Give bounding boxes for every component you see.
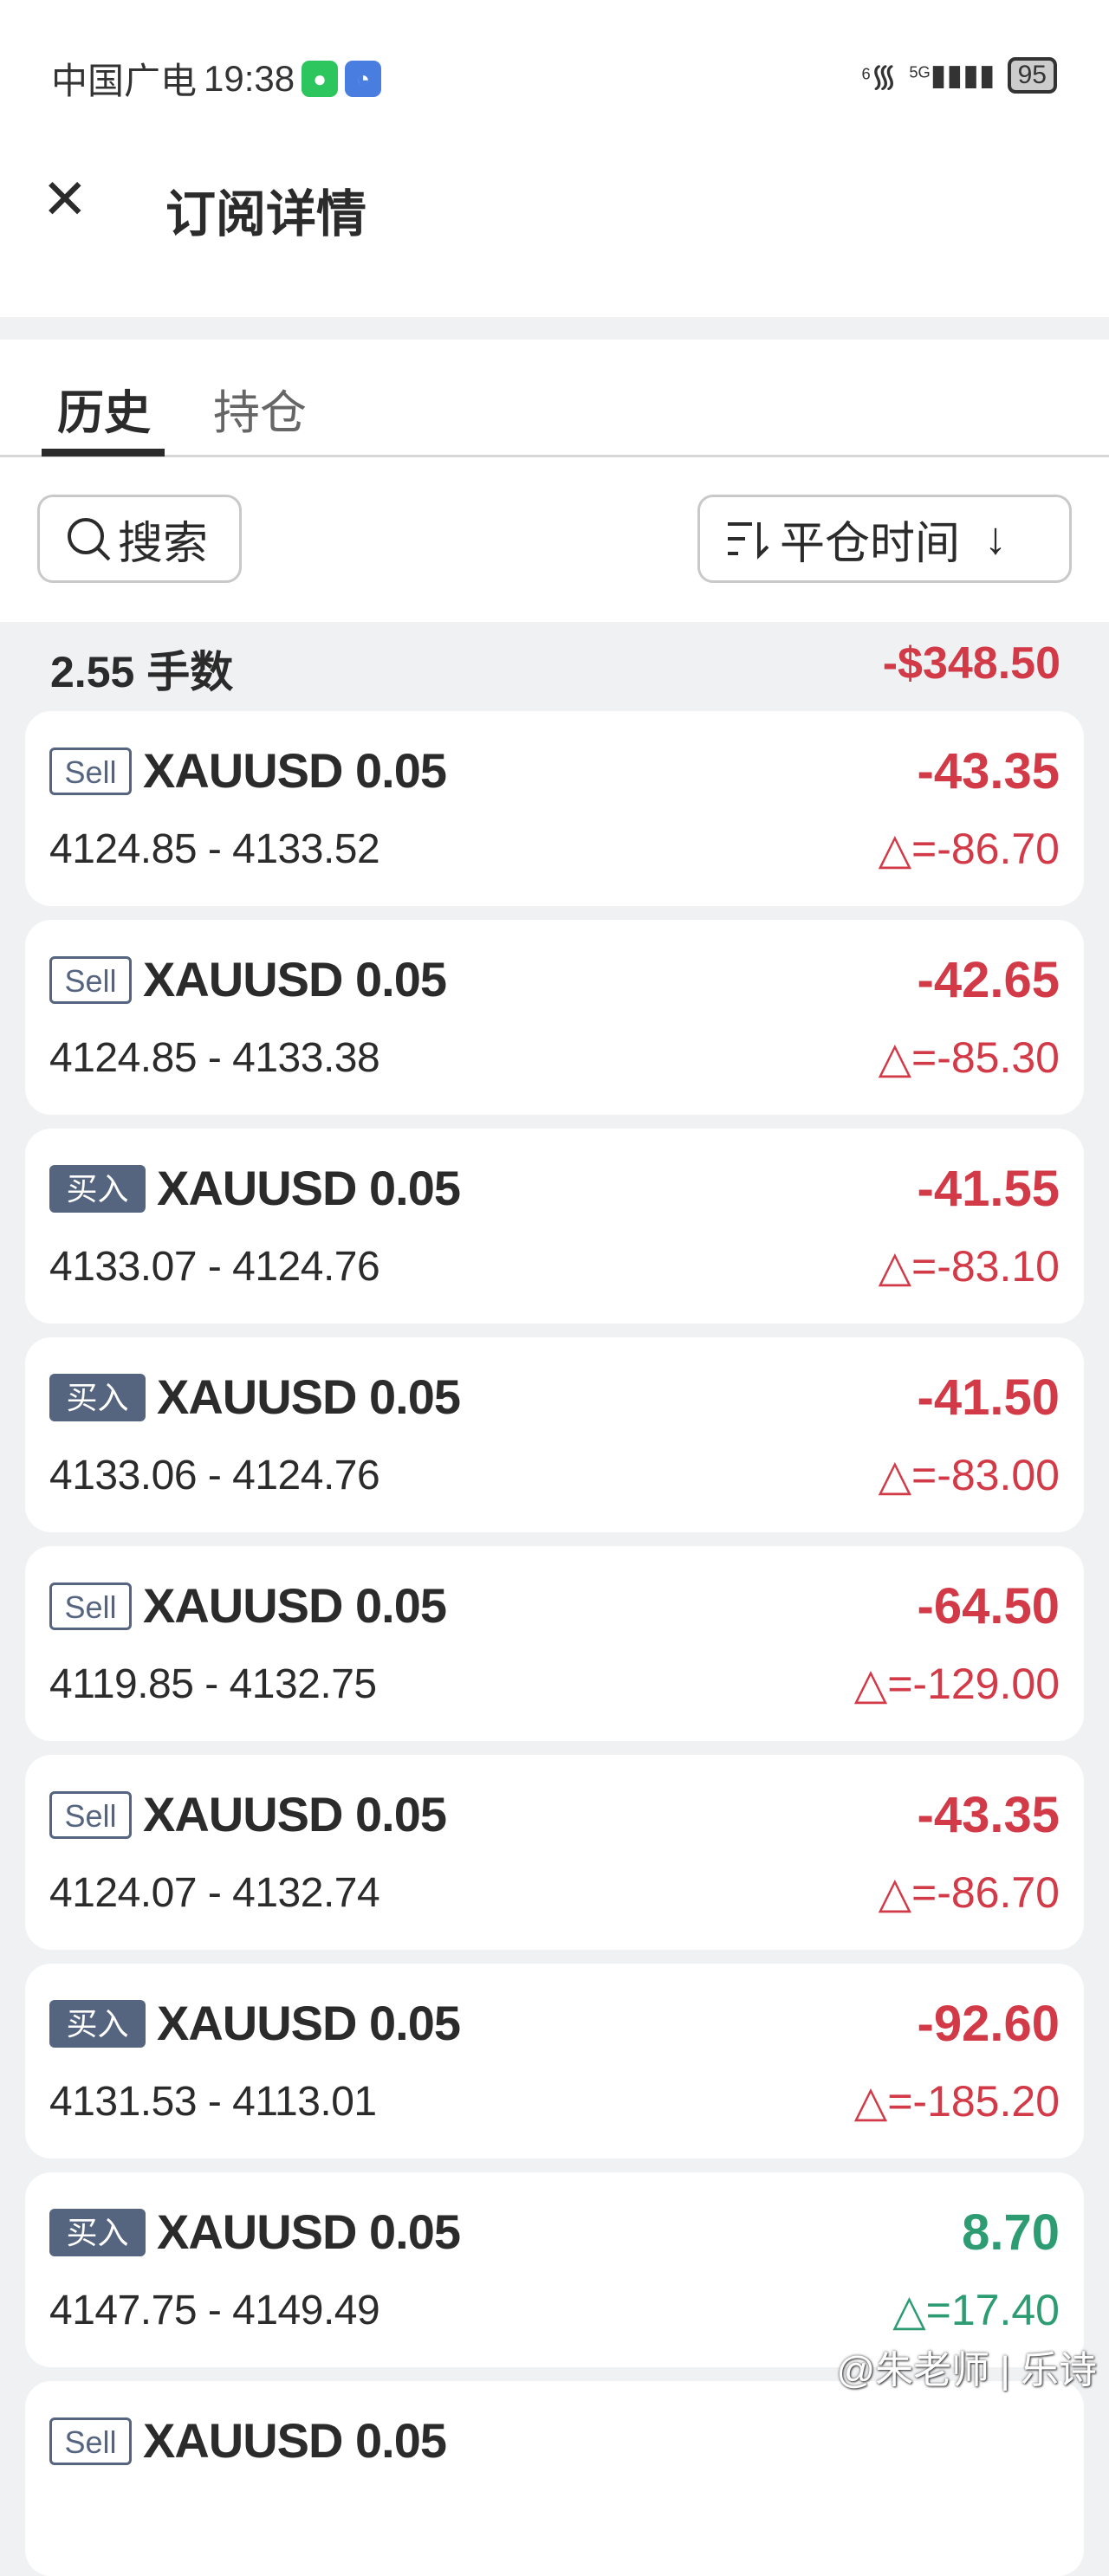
search-button[interactable]: 搜索 bbox=[37, 495, 242, 583]
wechat-icon: ● bbox=[302, 60, 339, 97]
symbol-lots: XAUUSD 0.05 bbox=[157, 1161, 461, 1215]
price-range: 4124.07 - 4132.74 bbox=[49, 1870, 380, 1916]
price-delta: △=-86.70 bbox=[878, 1868, 1060, 1917]
page-title: 订阅详情 bbox=[165, 186, 367, 243]
sort-button[interactable]: 平仓时间 ↓ bbox=[697, 495, 1072, 583]
side-badge: 买入 bbox=[49, 1374, 146, 1421]
sort-icon bbox=[728, 522, 769, 560]
side-badge: Sell bbox=[49, 1791, 132, 1839]
symbol-lots: XAUUSD 0.05 bbox=[143, 952, 447, 1006]
symbol-lots: XAUUSD 0.05 bbox=[157, 1369, 461, 1424]
price-delta: △=-85.30 bbox=[878, 1033, 1060, 1082]
top-area: 中国广电 19:38 ● ◔ 6᯾ 5G▮▮▮▮ 95 ✕ 订阅详情 bbox=[0, 0, 1109, 317]
symbol-lots: XAUUSD 0.05 bbox=[143, 2413, 447, 2468]
tab-history[interactable]: 历史 bbox=[57, 387, 151, 439]
active-tab-indicator bbox=[42, 449, 165, 456]
signal-icon: 5G▮▮▮▮ bbox=[909, 58, 996, 92]
side-badge: 买入 bbox=[49, 1165, 146, 1213]
trade-card[interactable]: Sell XAUUSD 0.05 4124.85 - 4133.38 -42.65 △=… bbox=[25, 920, 1084, 1115]
symbol-lots: XAUUSD 0.05 bbox=[143, 1578, 447, 1633]
price-delta: △=17.40 bbox=[892, 2286, 1060, 2334]
arrow-down-icon: ↓ bbox=[984, 514, 1008, 564]
trade-card[interactable]: Sell XAUUSD 0.05 4119.85 - 4132.75 -64.50 △=… bbox=[25, 1546, 1084, 1741]
trade-card[interactable]: Sell XAUUSD 0.05 4124.07 - 4132.74 -43.35 △=… bbox=[25, 1755, 1084, 1950]
price-range: 4124.85 - 4133.52 bbox=[49, 826, 380, 872]
symbol-lots: XAUUSD 0.05 bbox=[157, 2204, 461, 2259]
side-badge: 买入 bbox=[49, 2209, 146, 2256]
sort-label: 平仓时间 bbox=[780, 518, 961, 569]
price-delta: △=-83.00 bbox=[878, 1451, 1060, 1499]
toolbar: 搜索 平仓时间 ↓ bbox=[0, 457, 1109, 622]
symbol-lots: XAUUSD 0.05 bbox=[157, 1996, 461, 2050]
trade-card[interactable]: 买入 XAUUSD 0.05 4133.06 - 4124.76 -41.50 △=-8… bbox=[25, 1337, 1084, 1532]
trade-card[interactable]: 买入 XAUUSD 0.05 4131.53 - 4113.01 -92.60 △=-1… bbox=[25, 1964, 1084, 2159]
side-badge: Sell bbox=[49, 748, 132, 795]
wifi-icon: 6᯾ bbox=[861, 58, 898, 94]
price-range: 4147.75 - 4149.49 bbox=[49, 2288, 380, 2333]
app-notification-icon: ◔ bbox=[345, 60, 382, 97]
symbol-lots: XAUUSD 0.05 bbox=[143, 1787, 447, 1841]
trade-pnl: -42.65 bbox=[917, 952, 1060, 1008]
price-range: 4119.85 - 4132.75 bbox=[49, 1661, 377, 1707]
search-icon bbox=[68, 518, 111, 561]
trade-pnl: -43.35 bbox=[917, 1787, 1060, 1843]
price-range: 4133.06 - 4124.76 bbox=[49, 1453, 380, 1498]
side-badge: Sell bbox=[49, 1582, 132, 1630]
side-badge: Sell bbox=[49, 956, 132, 1004]
trade-pnl: -64.50 bbox=[917, 1578, 1060, 1634]
trade-pnl: -92.60 bbox=[917, 1996, 1060, 2052]
side-badge: 买入 bbox=[49, 2000, 146, 2048]
close-icon[interactable]: ✕ bbox=[42, 168, 88, 230]
price-range: 4131.53 - 4113.01 bbox=[49, 2079, 377, 2125]
trade-pnl: -41.50 bbox=[917, 1369, 1060, 1426]
status-bar-left: 中国广电 19:38 ● ◔ bbox=[51, 52, 382, 105]
tab-positions[interactable]: 持仓 bbox=[213, 387, 307, 439]
price-range: 4133.07 - 4124.76 bbox=[49, 1244, 380, 1290]
clock: 19:38 bbox=[204, 57, 295, 99]
price-delta: △=-185.20 bbox=[853, 2077, 1060, 2126]
price-delta: △=-83.10 bbox=[878, 1242, 1060, 1291]
watermark: @朱老师 | 乐诗 bbox=[836, 2349, 1097, 2392]
carrier: 中国广电 bbox=[51, 61, 198, 101]
tab-bar: 历史 持仓 bbox=[0, 340, 1109, 457]
symbol-lots: XAUUSD 0.05 bbox=[143, 743, 447, 798]
price-range: 4124.85 - 4133.38 bbox=[49, 1035, 380, 1081]
search-label: 搜索 bbox=[118, 518, 209, 569]
trade-pnl: -43.35 bbox=[917, 743, 1060, 799]
trade-pnl: -41.55 bbox=[917, 1161, 1060, 1217]
battery-icon: 95 bbox=[1007, 56, 1057, 94]
price-delta: △=-129.00 bbox=[853, 1660, 1060, 1708]
trade-card[interactable]: Sell XAUUSD 0.05 bbox=[25, 2381, 1084, 2576]
price-delta: △=-86.70 bbox=[878, 825, 1060, 873]
side-badge: Sell bbox=[49, 2417, 132, 2465]
summary-bar: 2.55 手数 -$348.50 bbox=[0, 622, 1109, 711]
trade-card[interactable]: 买入 XAUUSD 0.05 4133.07 - 4124.76 -41.55 △=-8… bbox=[25, 1129, 1084, 1324]
trade-card[interactable]: 买入 XAUUSD 0.05 4147.75 - 4149.49 8.70 △=17.4… bbox=[25, 2172, 1084, 2367]
trade-pnl: 8.70 bbox=[962, 2204, 1060, 2261]
total-lots: 2.55 手数 bbox=[50, 648, 234, 696]
trade-card[interactable]: Sell XAUUSD 0.05 4124.85 - 4133.52 -43.35 △=… bbox=[25, 711, 1084, 906]
status-bar-right: 6᯾ 5G▮▮▮▮ 95 bbox=[861, 54, 1057, 96]
total-pnl: -$348.50 bbox=[882, 638, 1060, 689]
